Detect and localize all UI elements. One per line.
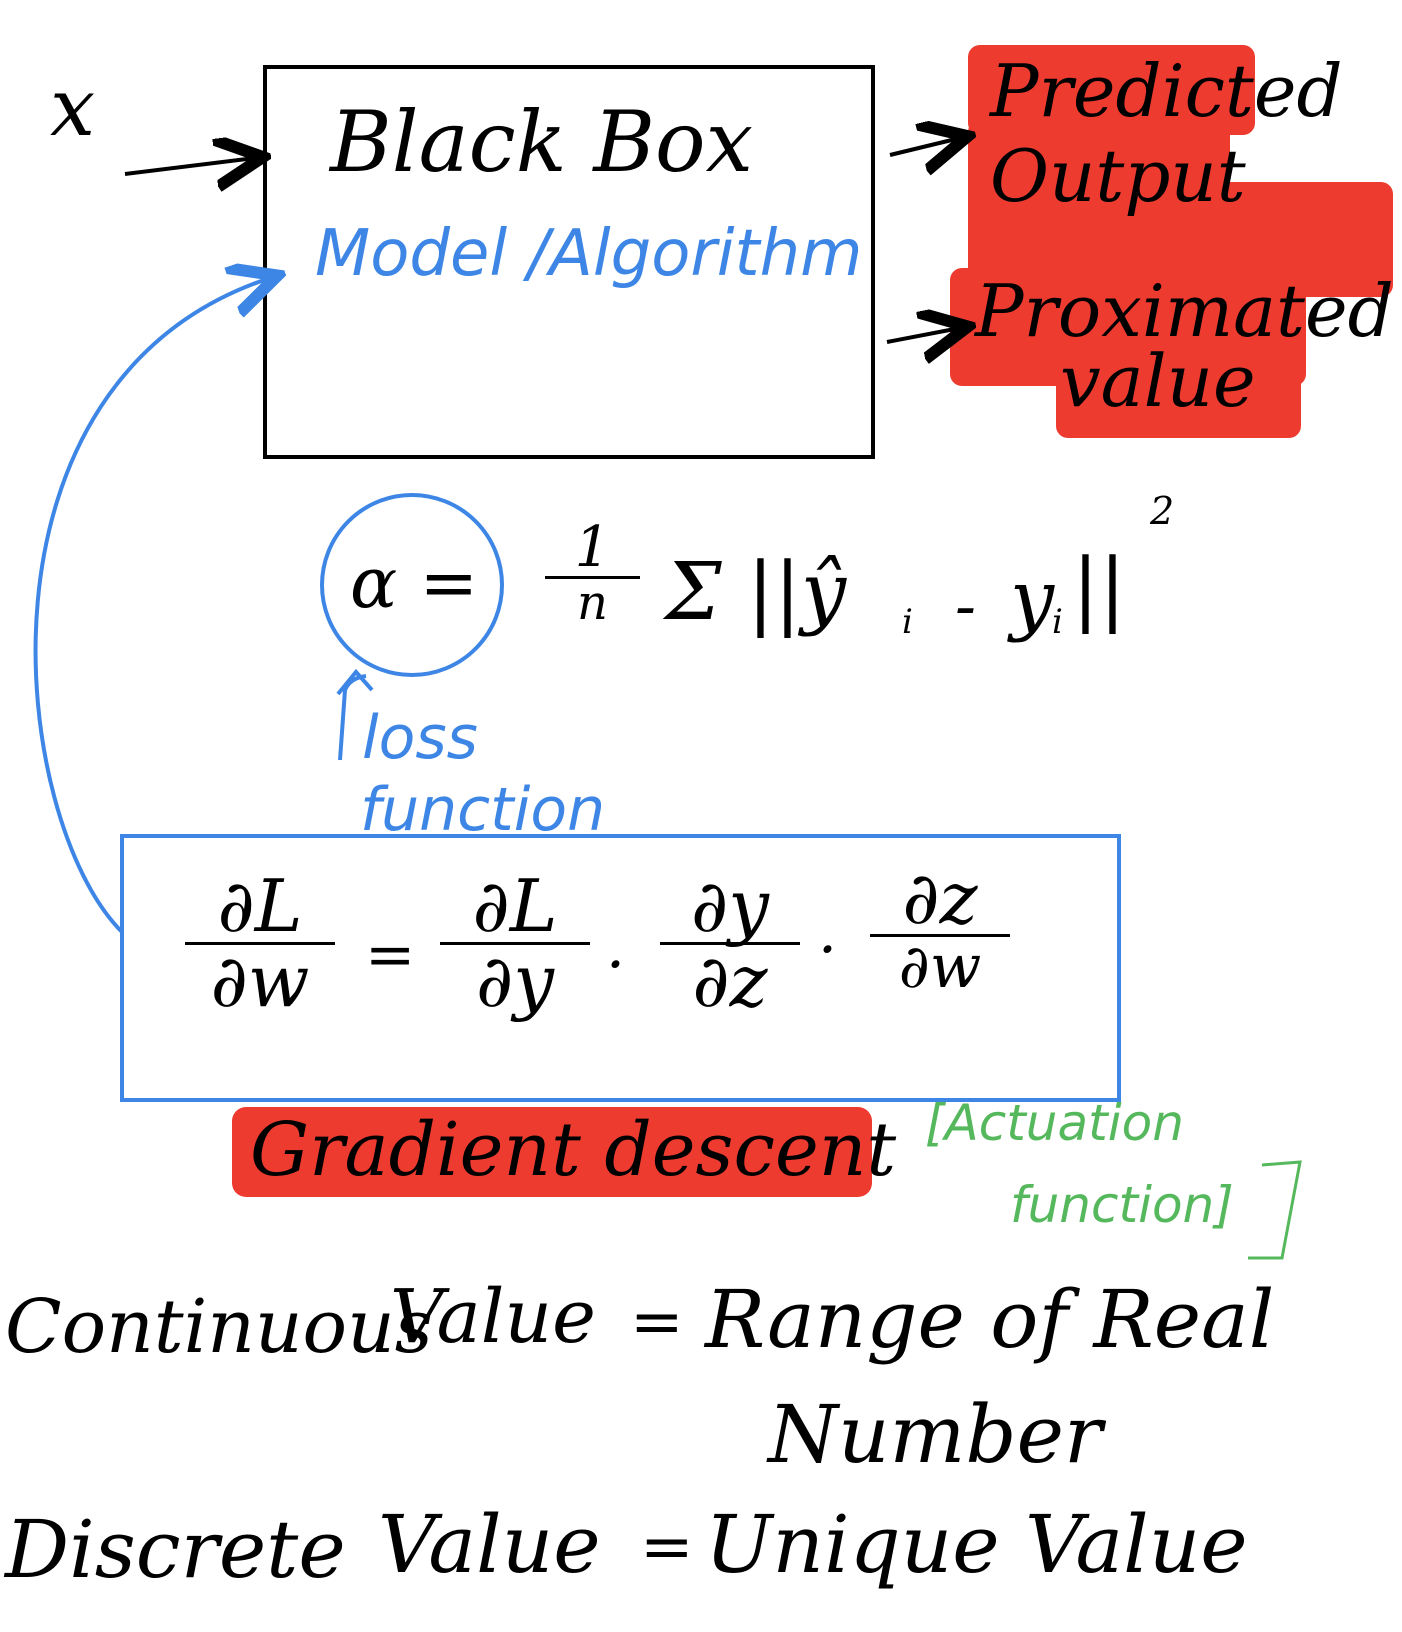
loss-label-line2: function (360, 775, 606, 845)
loss-frac-den: n (577, 575, 608, 631)
gradient-lhs-den: ∂w (210, 939, 310, 1023)
loss-y: y (1010, 554, 1055, 644)
input-arrow (124, 158, 255, 174)
loss-sub-i2: i (1052, 602, 1063, 642)
loss-minus: - (955, 569, 976, 642)
output-arrow-proximated (886, 328, 960, 342)
gradient-dot1: · (606, 930, 626, 1000)
activation-bracket (1248, 1160, 1302, 1260)
loss-circle (320, 493, 504, 677)
gradient-t3-num: ∂z (902, 856, 978, 940)
discrete-equals: = (640, 1510, 694, 1584)
loss-sub-i1: i (902, 602, 913, 642)
activation-line2: function] (1010, 1176, 1234, 1234)
highlight-predicted-1 (968, 45, 1255, 135)
gradient-t1-bar (440, 942, 590, 945)
gradient-dot2: · (818, 915, 838, 985)
black-box-subtitle: Model /Algorithm (315, 217, 863, 291)
continuous-value-word: Value (390, 1274, 596, 1360)
predicted-output-line1: Predicted (990, 49, 1343, 133)
discrete-value-word: Value (378, 1498, 601, 1591)
continuous-equals: = (630, 1285, 684, 1359)
loss-frac-bar (545, 576, 640, 579)
discrete-definition: Unique Value (705, 1498, 1248, 1591)
activation-line1: [Actuation (925, 1094, 1184, 1152)
discrete-term: Discrete (5, 1503, 346, 1596)
highlight-value (1056, 340, 1301, 438)
gradient-term3: ∂z ∂w (870, 862, 1010, 997)
gradient-t2-den: ∂z (692, 939, 768, 1023)
gradient-descent-label: Gradient descent (250, 1107, 897, 1193)
gradient-t3-bar (870, 934, 1010, 937)
gradient-t1-num: ∂L (472, 864, 558, 948)
loss-pointer-head (336, 668, 374, 696)
gradient-equals: = (365, 920, 416, 990)
feedback-arrow (33, 278, 270, 934)
predicted-output-line2: Output (990, 134, 1246, 218)
gradient-term2: ∂y ∂z (660, 870, 800, 1017)
loss-symbol: α = (350, 542, 479, 624)
gradient-lhs-num: ∂L (217, 864, 303, 948)
gradient-term1: ∂L ∂y (440, 870, 590, 1017)
loss-pointer-arrow (338, 674, 367, 761)
loss-power: 2 (1150, 489, 1175, 533)
gradient-t2-num: ∂y (691, 864, 769, 948)
output-arrow-predicted (889, 138, 960, 155)
gradient-t3-den: ∂w (898, 932, 982, 1002)
gradient-t1-den: ∂y (476, 939, 554, 1023)
highlight-gradient (232, 1107, 872, 1197)
gradient-lhs: ∂L ∂w (185, 870, 335, 1017)
continuous-definition-line1: Range of Real (705, 1273, 1275, 1366)
loss-frac-num: 1 (574, 515, 611, 580)
loss-fraction: 1 n (545, 520, 640, 627)
loss-expression: Σ ||ŷ (665, 545, 847, 638)
gradient-lhs-bar (185, 942, 335, 945)
gradient-box (120, 834, 1121, 1102)
continuous-definition-line2: Number (768, 1388, 1103, 1481)
input-x-label: x (50, 61, 96, 154)
gradient-t2-bar (660, 942, 800, 945)
proximated-value-line1: Proximated (975, 269, 1394, 353)
black-box-title: Black Box (330, 93, 753, 191)
proximated-value-line2: value (1060, 339, 1256, 423)
loss-close: || (1072, 541, 1126, 634)
continuous-term: Continuous (5, 1284, 433, 1370)
loss-label-line1: loss (362, 703, 478, 773)
